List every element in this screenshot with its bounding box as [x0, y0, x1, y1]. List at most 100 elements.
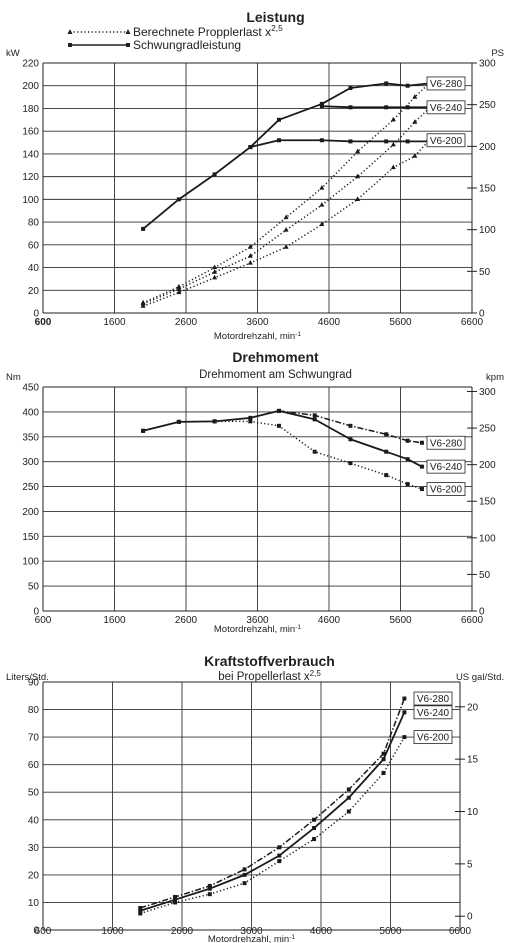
x-tick-label: 1600	[103, 615, 126, 626]
series-line	[142, 420, 423, 490]
xlabel: Motordrehzahl, min-1	[214, 624, 302, 636]
grid	[42, 62, 473, 314]
x-tick-label: 5600	[379, 926, 402, 937]
data-point	[141, 226, 146, 231]
data-point	[312, 826, 317, 831]
series-tag-box	[426, 133, 466, 148]
data-point	[312, 817, 317, 822]
x-tick-label: 6600	[461, 615, 484, 626]
y-tick-label: 0	[33, 607, 39, 618]
y-tick-label: 160	[22, 127, 39, 138]
data-point	[283, 214, 289, 220]
data-point	[346, 795, 351, 800]
data-point	[348, 139, 353, 144]
y-tick-label: 350	[22, 432, 39, 443]
x-tick-label: 600	[35, 926, 52, 937]
ylabel-right: kpm	[486, 372, 504, 383]
data-point	[247, 260, 253, 265]
y-tick-label: 150	[22, 532, 39, 543]
chart-subtitle: Drehmoment am Schwungrad	[199, 369, 352, 381]
data-point	[348, 423, 353, 428]
series-3	[138, 735, 407, 916]
series-tag: V6-280	[426, 435, 466, 450]
series-1	[141, 81, 432, 231]
y-tick-label: 200	[22, 507, 39, 518]
series-tag-label: V6-280	[417, 694, 450, 705]
data-point	[276, 408, 281, 413]
data-point	[348, 105, 353, 110]
y2-tick-label: 15	[467, 755, 479, 766]
x-tick-label: 1600	[101, 926, 124, 937]
data-point	[138, 908, 143, 913]
data-point	[346, 787, 351, 792]
series-tag-label: V6-240	[430, 462, 463, 473]
data-point	[381, 757, 386, 762]
data-point	[212, 419, 217, 424]
series-tag-box	[426, 435, 466, 450]
data-point	[277, 853, 282, 858]
data-point	[176, 286, 182, 291]
data-point	[348, 437, 353, 442]
ylabel-right: PS	[491, 48, 504, 59]
series-tag-label: V6-200	[430, 485, 463, 496]
data-point	[312, 837, 317, 842]
y-tick-label: 220	[22, 59, 39, 70]
series-line	[278, 410, 423, 444]
data-point	[207, 883, 212, 888]
data-point	[405, 105, 410, 110]
data-point	[419, 440, 424, 445]
chart-1: Leistung 0 20 40 60 80 100 120 140 160 180 200 220 0 5…	[6, 9, 504, 342]
ylabel-left: kW	[6, 48, 20, 59]
x-tick-label: 5600	[389, 615, 412, 626]
data-point	[247, 244, 253, 249]
y2-tick-label: 250	[479, 100, 496, 111]
data-point	[176, 197, 181, 202]
data-point	[412, 94, 418, 99]
series-3	[141, 419, 424, 492]
data-point	[248, 145, 253, 150]
data-point	[419, 487, 424, 492]
y-tick-label: 400	[22, 407, 39, 418]
data-point	[412, 153, 418, 158]
y-tick-label: 200	[22, 81, 39, 92]
series-1	[138, 696, 407, 910]
data-point	[207, 892, 212, 897]
data-point	[390, 164, 396, 170]
y-tick-label: 0	[33, 926, 39, 937]
data-point	[283, 244, 289, 249]
y-tick-label: 60	[28, 760, 40, 771]
y-tick-label: 50	[28, 788, 40, 799]
data-point	[348, 461, 353, 466]
y-tick-label: 250	[22, 482, 39, 493]
series-line	[142, 82, 430, 230]
x-tick-label: 2600	[171, 926, 194, 937]
data-point	[242, 872, 247, 877]
data-point	[381, 770, 386, 775]
series-tag: V6-240	[426, 100, 466, 115]
data-point	[176, 419, 181, 424]
data-point	[405, 457, 410, 462]
data-point	[248, 415, 253, 420]
legend-marker	[68, 43, 72, 47]
x-tick-label: 1600	[103, 317, 126, 328]
y-tick-label: 40	[28, 815, 40, 826]
y-tick-label: 80	[28, 705, 40, 716]
grid	[42, 681, 461, 931]
y-tick-label: 40	[28, 263, 40, 274]
data-point	[412, 119, 418, 124]
y-tick-label: 50	[28, 582, 40, 593]
series-4	[140, 80, 432, 305]
series-tag-box	[426, 76, 466, 91]
series-line	[140, 698, 406, 909]
data-point	[381, 751, 386, 756]
series-tag-box	[426, 100, 466, 115]
y-tick-label: 60	[28, 240, 40, 251]
series-tag-label: V6-240	[430, 103, 463, 114]
chart-subtitle: bei Propellerlast x2,5	[218, 669, 321, 684]
data-point	[276, 138, 281, 143]
data-point	[384, 81, 389, 86]
x-tick-label: 2600	[175, 317, 198, 328]
x-tick-label: 600	[35, 317, 52, 328]
data-point	[402, 710, 407, 715]
